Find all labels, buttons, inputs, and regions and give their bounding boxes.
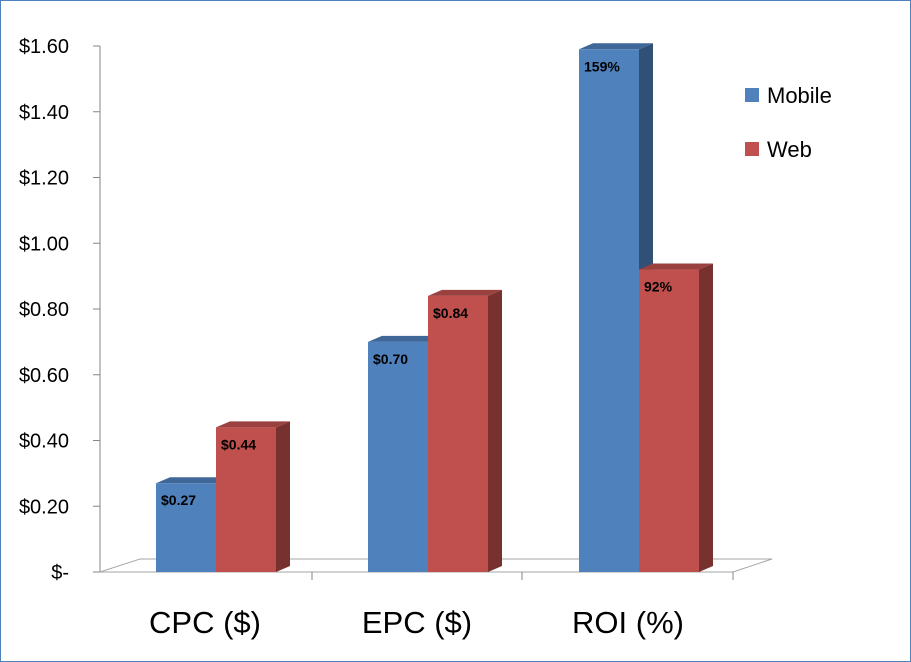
data-label: 159% xyxy=(584,58,620,74)
x-tick-label: ROI (%) xyxy=(572,605,684,640)
bar-top xyxy=(216,421,290,428)
bar-web-2 xyxy=(428,289,502,572)
bar-front xyxy=(428,295,488,572)
bar-top xyxy=(156,477,230,484)
data-label: $0.27 xyxy=(161,492,196,508)
bar-top xyxy=(639,263,713,270)
bar-web-1 xyxy=(216,421,290,572)
bar-front xyxy=(216,427,276,572)
legend: Mobile Web xyxy=(745,83,832,162)
data-label: $0.44 xyxy=(221,436,256,452)
data-label: $0.84 xyxy=(433,305,468,321)
bar-side xyxy=(488,289,502,572)
legend-swatch-mobile xyxy=(745,88,759,102)
data-label: 92% xyxy=(644,279,673,295)
y-tick-label: $1.40 xyxy=(19,102,69,124)
bar-top xyxy=(428,289,502,296)
bars xyxy=(156,43,713,573)
bar-top xyxy=(368,335,442,342)
bar-front xyxy=(156,483,216,572)
bar-top xyxy=(579,43,653,50)
data-labels: $0.27 $0.44 $0.70 $0.84 159% 92% xyxy=(161,58,673,508)
legend-label-mobile: Mobile xyxy=(767,83,832,108)
bar-web-3 xyxy=(639,263,713,572)
y-tick-label: $0.20 xyxy=(19,496,69,518)
bar-side xyxy=(699,263,713,572)
bar-mobile-3 xyxy=(579,43,653,573)
x-tick-label: EPC ($) xyxy=(362,605,472,640)
data-label: $0.70 xyxy=(373,351,408,367)
x-tick-label: CPC ($) xyxy=(149,605,261,640)
y-tick-label: $1.60 xyxy=(19,36,69,58)
legend-swatch-web xyxy=(745,142,759,156)
y-tick-label: $0.40 xyxy=(19,431,69,453)
bar-front xyxy=(639,269,699,572)
y-tick-label: $0.60 xyxy=(19,365,69,387)
y-tick-label: $1.20 xyxy=(19,168,69,190)
y-tick-label: $1.00 xyxy=(19,233,69,255)
y-tick-label: $0.80 xyxy=(19,299,69,321)
legend-label-web: Web xyxy=(767,137,812,162)
bar-front xyxy=(368,341,428,572)
y-tick-label: $- xyxy=(51,562,69,584)
bar-side xyxy=(276,421,290,572)
bar-front xyxy=(579,49,639,573)
